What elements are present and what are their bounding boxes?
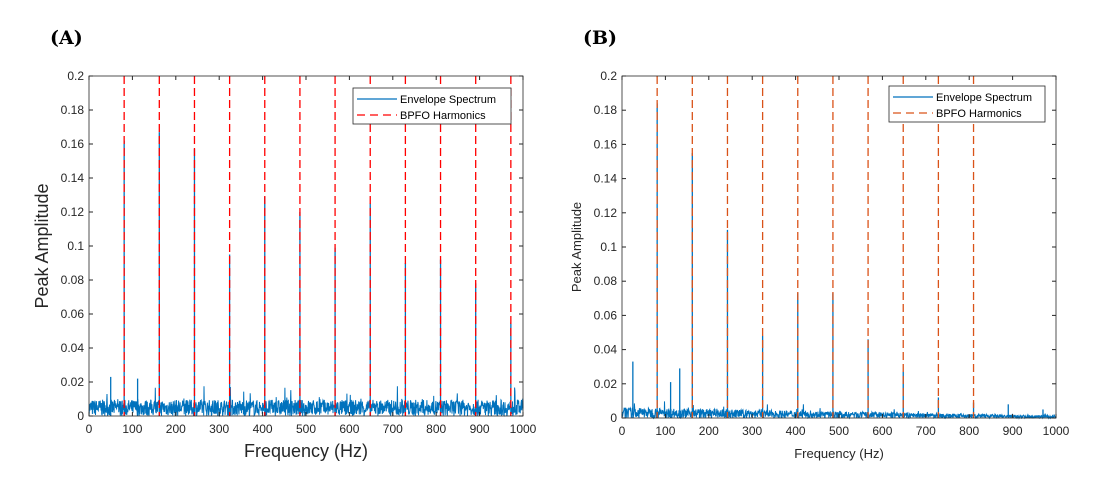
x-tick-label: 300 [742, 424, 762, 438]
panel-label-b: (B) [583, 27, 618, 49]
legend-box [888, 85, 1046, 123]
y-tick-label: 0.1 [600, 240, 617, 254]
x-tick-label: 400 [786, 424, 806, 438]
panel-label-a: (A) [50, 27, 83, 49]
x-tick-label: 900 [470, 422, 490, 436]
y-tick-label: 0.18 [61, 103, 85, 117]
x-tick-label: 200 [166, 422, 186, 436]
y-tick-label: 0.16 [594, 137, 618, 151]
panel-b: 0 100 200 300 400 500 600 700 800 900 1000 0 0.02 0.0… [569, 69, 1070, 461]
y-tick-label: 0.2 [67, 69, 84, 83]
y-axis-label: Peak Amplitude [32, 183, 52, 308]
x-tick-label: 100 [122, 422, 142, 436]
y-tick-label: 0.06 [61, 307, 85, 321]
y-tick-label: 0.12 [594, 206, 618, 220]
x-tick-label: 900 [1003, 424, 1023, 438]
x-tick-label: 100 [655, 424, 675, 438]
x-tick-label: 500 [296, 422, 316, 436]
plot-area [622, 76, 1056, 418]
x-tick-label: 0 [619, 424, 626, 438]
x-tick-label: 700 [916, 424, 936, 438]
x-tick-label: 1000 [1043, 424, 1070, 438]
y-tick-label: 0.14 [594, 172, 618, 186]
x-tick-label: 700 [383, 422, 403, 436]
legend-harmonic-label: BPFO Harmonics [400, 110, 486, 122]
y-tick-label: 0.2 [600, 69, 617, 83]
y-tick-label: 0.12 [61, 205, 85, 219]
y-tick-label: 0 [610, 411, 617, 425]
y-tick-label: 0.08 [61, 273, 85, 287]
legend-spectrum-label: Envelope Spectrum [400, 94, 496, 106]
y-tick-label: 0.1 [67, 239, 84, 253]
x-axis-label: Frequency (Hz) [244, 441, 368, 461]
y-axis-label: Peak Amplitude [569, 202, 584, 292]
envelope-spectrum-line [88, 386, 524, 418]
y-tick-label: 0.08 [594, 274, 618, 288]
x-tick-label: 0 [86, 422, 93, 436]
legend: Envelope Spectrum BPFO Harmonics [352, 87, 512, 125]
y-tick-label: 0.02 [594, 377, 618, 391]
y-tick-label: 0.04 [61, 341, 85, 355]
x-tick-label: 1000 [510, 422, 537, 436]
y-tick-label: 0.18 [594, 103, 618, 117]
legend-harmonic-label: BPFO Harmonics [936, 108, 1022, 120]
y-tick-label: 0.04 [594, 343, 618, 357]
plot-area [89, 76, 523, 416]
x-tick-label: 600 [339, 422, 359, 436]
legend: Envelope Spectrum BPFO Harmonics [888, 85, 1046, 123]
y-tick-label: 0.06 [594, 308, 618, 322]
legend-box [352, 87, 512, 125]
y-tick-label: 0.14 [61, 171, 85, 185]
x-tick-label: 500 [829, 424, 849, 438]
envelope-spectrum-line [621, 401, 1057, 420]
panel-a: 0 100 200 300 400 500 600 700 800 900 1000 0 0.02 0.0… [32, 69, 537, 461]
y-tick-label: 0.02 [61, 375, 85, 389]
x-tick-label: 400 [253, 422, 273, 436]
x-tick-label: 200 [699, 424, 719, 438]
x-tick-label: 800 [426, 422, 446, 436]
legend-spectrum-label: Envelope Spectrum [936, 92, 1032, 104]
x-tick-label: 600 [872, 424, 892, 438]
x-tick-label: 800 [959, 424, 979, 438]
x-tick-label: 300 [209, 422, 229, 436]
x-axis-label: Frequency (Hz) [794, 446, 884, 461]
y-tick-label: 0.16 [61, 137, 85, 151]
y-tick-label: 0 [77, 409, 84, 423]
